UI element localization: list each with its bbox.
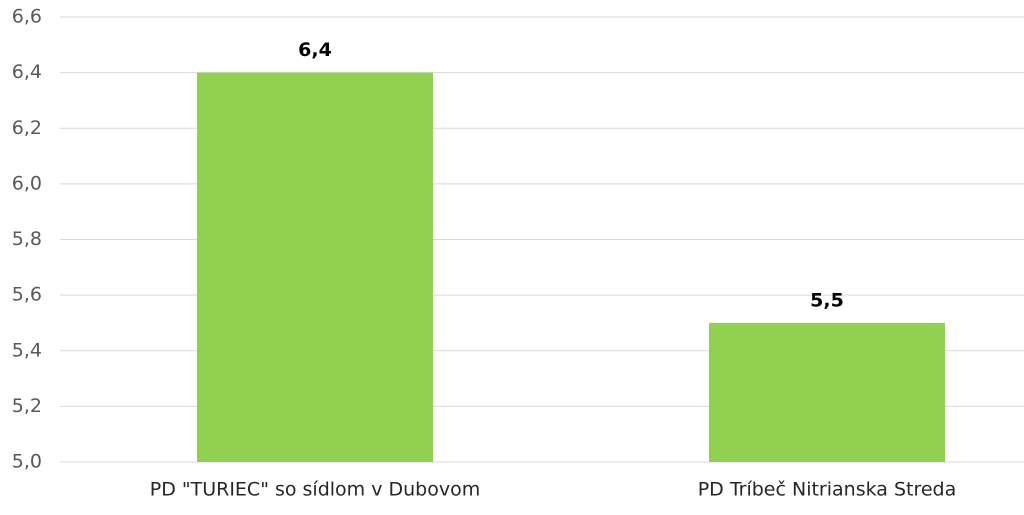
bar (197, 72, 433, 462)
y-tick-label: 5,8 (12, 228, 42, 250)
y-tick-label: 5,0 (12, 451, 42, 473)
y-tick-label: 6,0 (12, 172, 42, 194)
y-tick-label: 5,6 (12, 284, 42, 306)
y-tick-label: 5,2 (12, 395, 42, 417)
value-label: 5,5 (810, 289, 844, 311)
value-label: 6,4 (298, 39, 332, 61)
x-tick-label: PD Tríbeč Nitrianska Streda (698, 479, 957, 501)
y-tick-label: 5,4 (12, 339, 42, 361)
y-tick-label: 6,2 (12, 117, 42, 139)
y-tick-label: 6,6 (12, 6, 42, 28)
x-tick-label: PD "TURIEC" so sídlom v Dubovom (150, 479, 481, 501)
bar (709, 322, 945, 462)
y-tick-label: 6,4 (12, 61, 42, 83)
